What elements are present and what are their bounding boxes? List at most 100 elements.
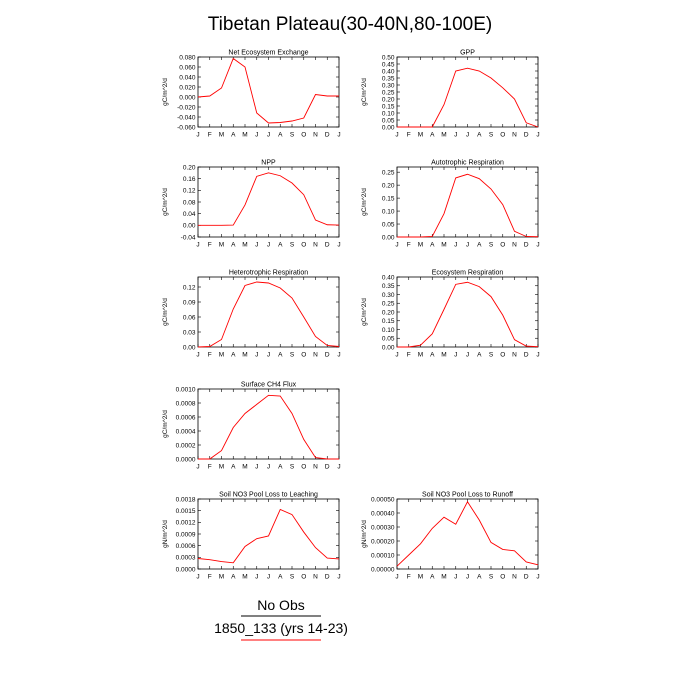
x-tick-label: M — [242, 574, 247, 581]
x-tick-label: J — [337, 132, 340, 139]
x-tick-label: J — [255, 464, 258, 471]
x-tick-label: A — [278, 242, 283, 249]
x-tick-label: N — [313, 574, 318, 581]
x-tick-label: M — [418, 352, 423, 359]
x-tick-label: S — [290, 574, 295, 581]
y-axis-label: gN/m^2/d — [162, 520, 169, 548]
x-tick-label: M — [219, 242, 224, 249]
x-tick-label: A — [231, 574, 236, 581]
x-tick-label: D — [325, 464, 330, 471]
plot-frame — [396, 166, 539, 238]
y-tick-label: 0.04 — [183, 211, 196, 218]
x-tick-label: M — [441, 352, 446, 359]
x-tick-label: J — [466, 352, 469, 359]
y-tick-label: 0.35 — [382, 75, 395, 82]
y-tick-label: 0.0002 — [176, 442, 196, 449]
x-tick-label: J — [536, 242, 539, 249]
y-tick-label: 0.05 — [382, 336, 395, 343]
x-tick-label: J — [536, 574, 539, 581]
panel-title: GPP — [460, 50, 475, 57]
y-tick-label: 0.16 — [183, 176, 196, 183]
x-tick-label: M — [418, 242, 423, 249]
x-tick-label: J — [196, 242, 199, 249]
x-tick-label: M — [418, 574, 423, 581]
y-tick-label: 0.00 — [183, 344, 196, 351]
x-tick-label: D — [524, 574, 529, 581]
x-tick-label: J — [267, 352, 270, 359]
x-tick-label: J — [337, 574, 340, 581]
plot-frame — [396, 276, 539, 348]
plot-frame — [197, 56, 340, 128]
x-tick-label: F — [407, 574, 411, 581]
x-tick-label: S — [489, 574, 494, 581]
x-tick-label: A — [477, 352, 482, 359]
y-tick-label: 0.15 — [382, 103, 395, 110]
x-tick-label: S — [290, 464, 295, 471]
x-tick-label: D — [325, 574, 330, 581]
x-tick-label: O — [301, 352, 306, 359]
x-tick-label: D — [325, 242, 330, 249]
x-tick-label: O — [500, 574, 505, 581]
y-tick-label: 0.20 — [183, 164, 196, 171]
series-line — [397, 67, 539, 128]
x-tick-label: M — [219, 352, 224, 359]
y-tick-label: 0.10 — [382, 208, 395, 215]
x-tick-label: J — [337, 352, 340, 359]
y-tick-label: 0.0000 — [176, 456, 196, 463]
y-tick-label: 0.080 — [179, 54, 196, 61]
x-tick-label: A — [430, 352, 435, 359]
y-axis-label: gC/m^2/d — [162, 410, 169, 438]
x-tick-label: J — [466, 132, 469, 139]
y-axis-label: gC/m^2/d — [361, 188, 368, 216]
x-tick-label: O — [301, 242, 306, 249]
y-tick-label: 0.00 — [183, 223, 196, 230]
x-tick-label: N — [512, 132, 517, 139]
x-tick-label: S — [489, 242, 494, 249]
y-tick-label: 0.06 — [183, 314, 196, 321]
x-tick-label: J — [255, 242, 258, 249]
y-tick-label: 0.09 — [183, 299, 196, 306]
series-line — [197, 281, 340, 348]
x-tick-label: O — [500, 352, 505, 359]
y-tick-label: -0.020 — [177, 104, 196, 111]
x-tick-label: F — [407, 132, 411, 139]
x-tick-label: N — [313, 132, 318, 139]
x-tick-label: A — [278, 464, 283, 471]
y-tick-label: 0.00030 — [371, 524, 395, 531]
x-tick-label: J — [255, 574, 258, 581]
x-tick-label: D — [524, 132, 529, 139]
plot-frame — [396, 56, 539, 128]
y-axis-label: gC/m^2/d — [162, 78, 169, 106]
y-tick-label: 0.30 — [382, 82, 395, 89]
y-tick-label: 0.10 — [382, 327, 395, 334]
x-tick-label: M — [219, 574, 224, 581]
series-line — [397, 281, 539, 348]
x-tick-label: J — [454, 574, 457, 581]
x-tick-label: J — [454, 352, 457, 359]
x-tick-label: M — [219, 132, 224, 139]
x-tick-label: A — [477, 132, 482, 139]
panel-title: Net Ecosystem Exchange — [228, 50, 308, 57]
y-tick-label: 0.50 — [382, 54, 395, 61]
y-tick-label: 0.05 — [382, 221, 395, 228]
y-tick-label: 0.040 — [179, 74, 196, 81]
x-tick-label: O — [500, 132, 505, 139]
series-line — [197, 57, 339, 124]
x-tick-label: A — [430, 574, 435, 581]
y-tick-label: 0.0006 — [176, 543, 196, 550]
x-tick-label: M — [441, 132, 446, 139]
y-tick-label: 0.25 — [382, 169, 395, 176]
x-tick-label: J — [267, 574, 270, 581]
x-tick-label: N — [512, 352, 517, 359]
x-tick-label: F — [208, 464, 212, 471]
x-tick-label: J — [466, 242, 469, 249]
y-tick-label: 0.40 — [382, 68, 395, 75]
y-tick-label: 0.20 — [382, 96, 395, 103]
legend-label-model: 1850_133 (yrs 14-23) — [214, 620, 348, 636]
y-tick-label: 0.0006 — [176, 414, 196, 421]
